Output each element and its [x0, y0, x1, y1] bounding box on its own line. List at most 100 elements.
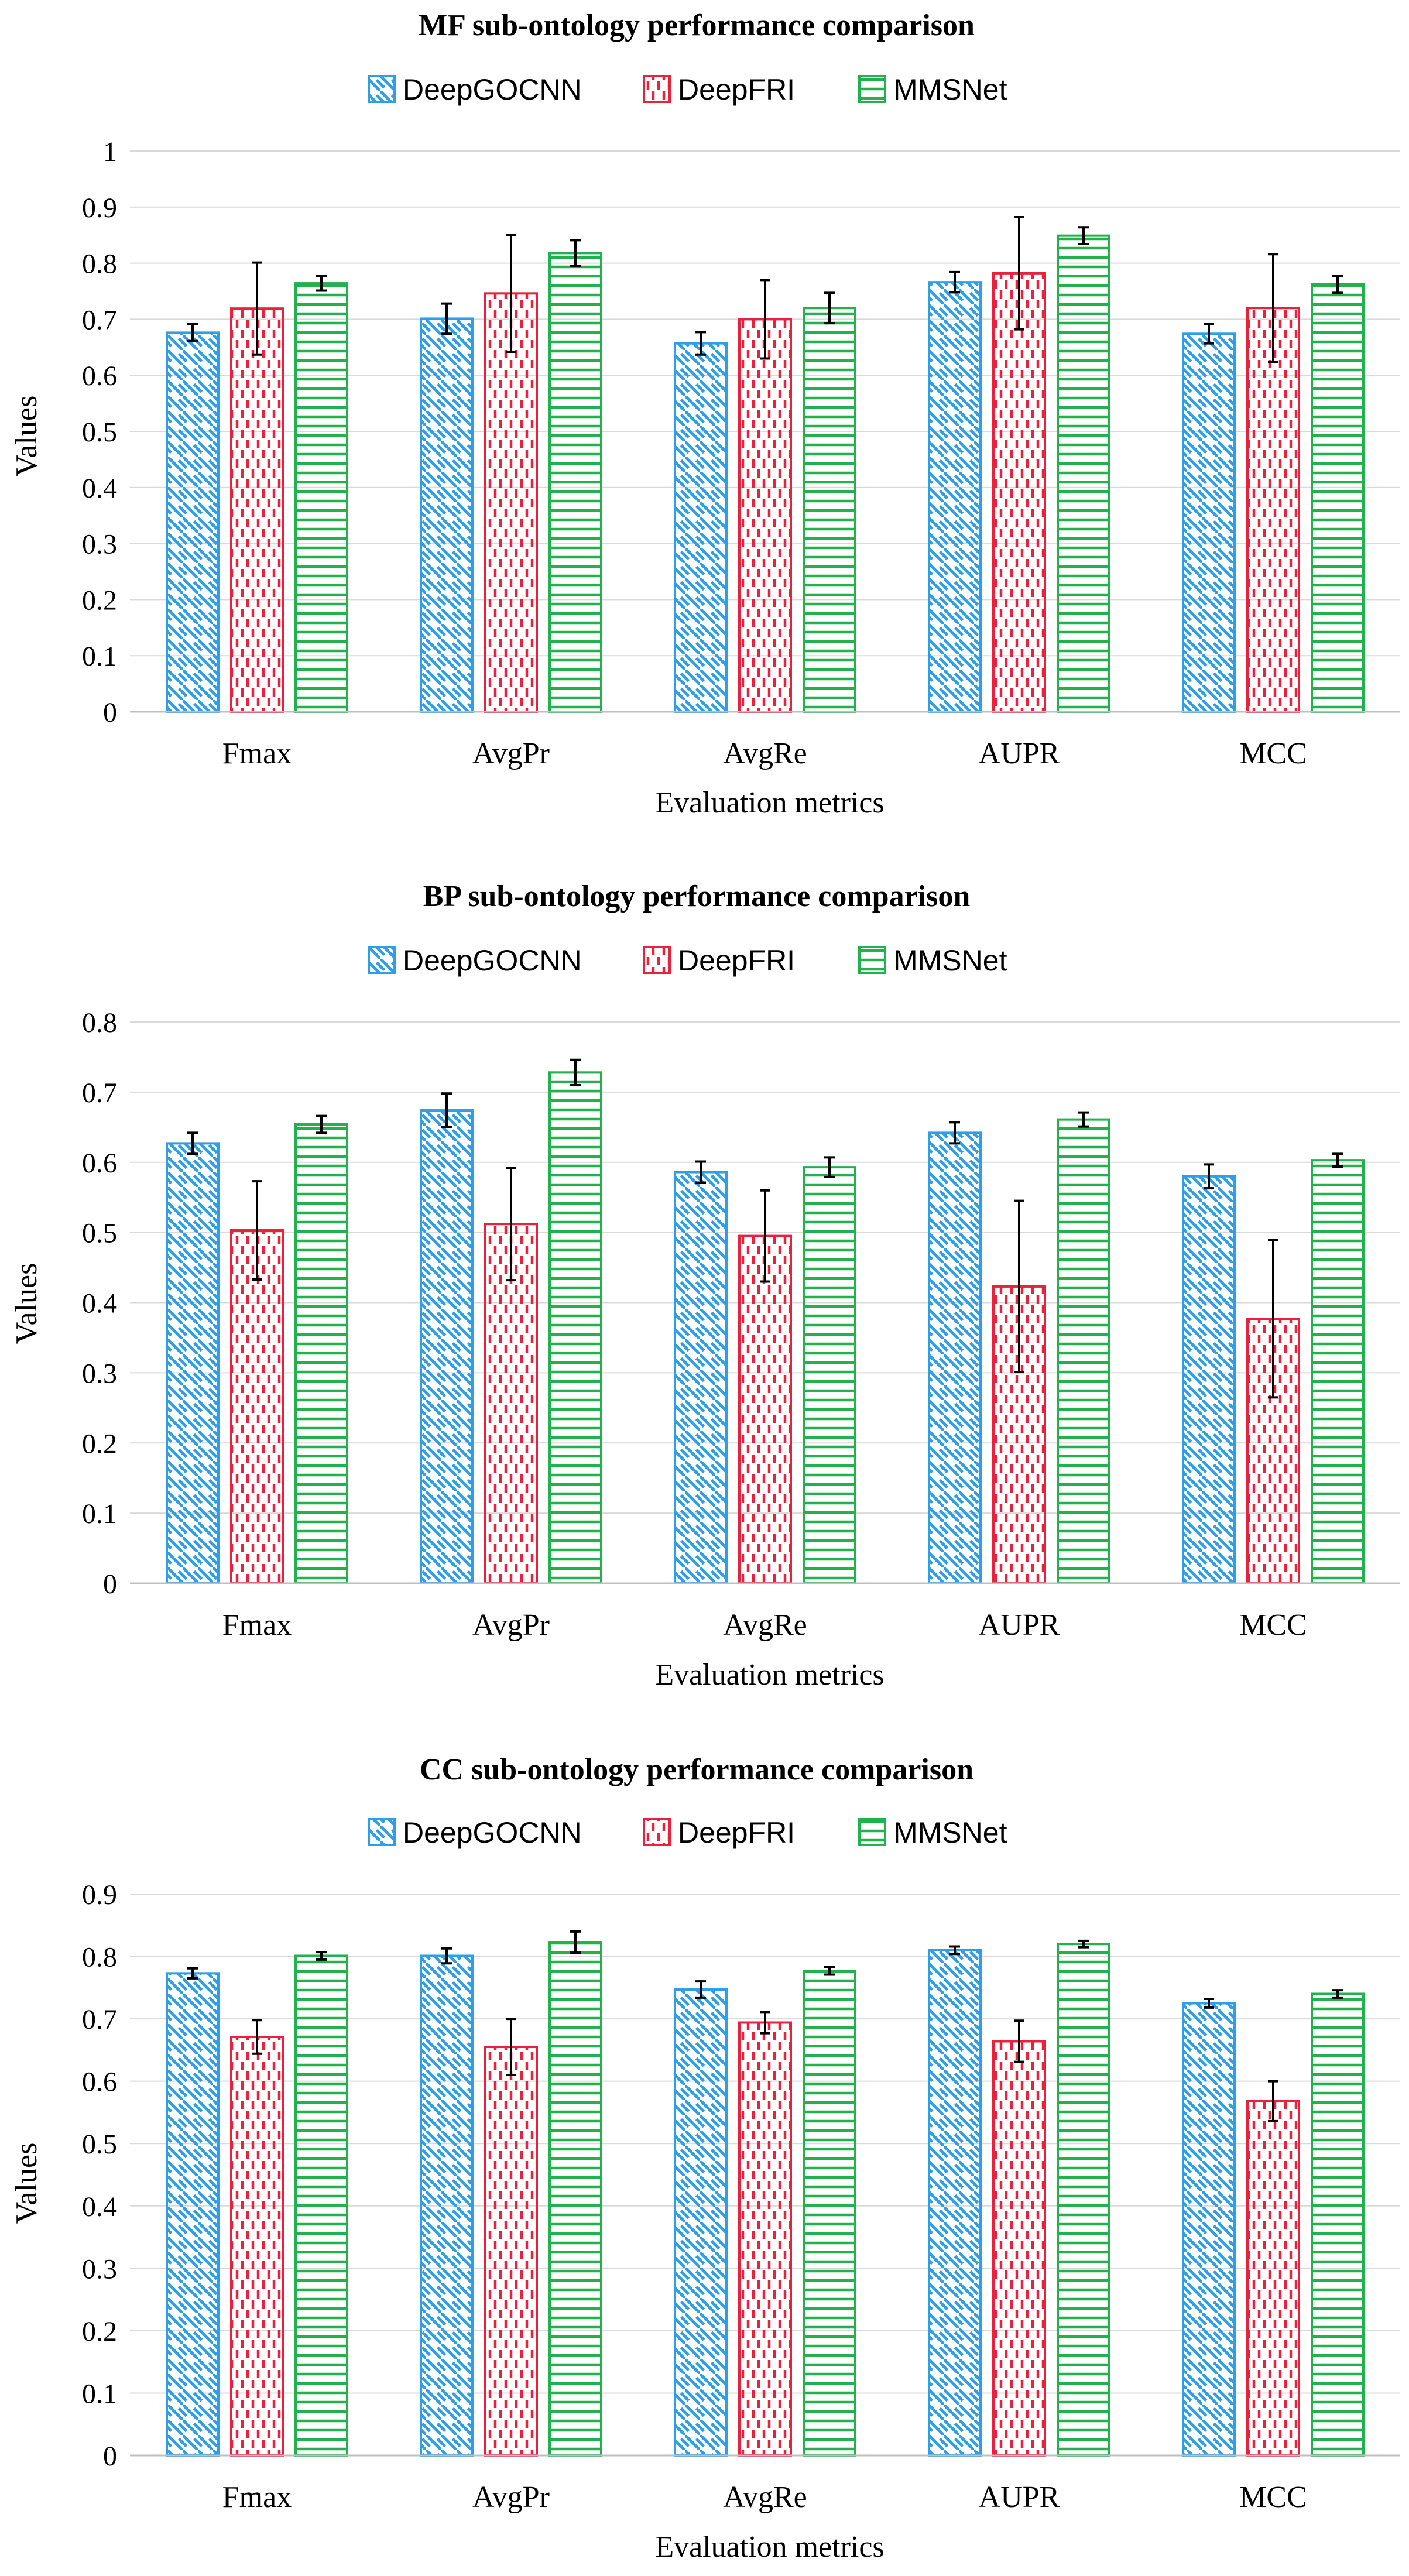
plot-area	[130, 150, 1400, 714]
legend-swatch-deepgocnn	[368, 946, 396, 974]
category-label: AvgPr	[472, 737, 550, 770]
bar-mmsnet	[294, 1954, 348, 2457]
legend-swatch-mmsnet	[858, 75, 886, 103]
legend-swatch-deepgocnn	[368, 75, 396, 103]
chart-title: CC sub-ontology performance comparison	[420, 1753, 973, 1786]
bar-mmsnet	[294, 1123, 348, 1584]
y-tick-label: 0.4	[82, 473, 117, 504]
y-axis-title: Values	[10, 1263, 43, 1344]
category-label: MCC	[1239, 2481, 1307, 2514]
error-bar	[824, 1156, 835, 1178]
bar-mmsnet	[1311, 1992, 1365, 2457]
bar-deepfri	[1246, 2100, 1300, 2457]
bar-deepfri	[738, 318, 792, 713]
category-labels: Fmax AvgPr AvgRe AUPR MCC	[222, 2481, 1307, 2514]
bar-deepgocnn	[674, 1171, 728, 1584]
error-bar	[252, 261, 262, 356]
bar-deepgocnn	[1182, 332, 1236, 713]
y-axis-ticks: 0 0.1 0.2 0.3 0.4 0.5 0.6 0.7 0.8 0.9	[82, 1879, 117, 2472]
error-bar	[441, 1947, 452, 1965]
error-bars	[187, 216, 1343, 363]
error-bar	[1268, 1239, 1278, 1399]
bar-deepfri	[738, 1234, 792, 1584]
y-tick-label: 0.4	[82, 2191, 117, 2222]
y-tick-label: 0.5	[82, 417, 117, 448]
error-bar	[695, 1160, 706, 1184]
error-bar	[187, 323, 198, 342]
plot-area	[130, 1021, 1400, 1585]
error-bar	[1332, 1989, 1343, 1999]
legend-label-mmsnet: MMSNet	[893, 1816, 1007, 1849]
error-bar	[1332, 275, 1343, 294]
y-tick-label: 0.7	[82, 304, 117, 335]
bar-deepgocnn	[420, 1954, 474, 2457]
y-tick-label: 0.7	[82, 2004, 117, 2035]
mf-chart-panel: MF sub-ontology performance comparison D…	[10, 9, 1400, 819]
y-tick-label: 0.8	[82, 1007, 117, 1038]
y-tick-label: 0.1	[82, 1498, 117, 1529]
error-bar	[441, 302, 452, 335]
error-bar	[1268, 2080, 1278, 2122]
chart-title: BP sub-ontology performance comparison	[423, 880, 971, 913]
legend-item: DeepGOCNN	[368, 944, 582, 977]
y-tick-label: 0	[103, 1569, 117, 1600]
bar-deepgocnn	[420, 317, 474, 713]
bar-mmsnet	[548, 1071, 602, 1585]
y-tick-label: 0.9	[82, 1879, 117, 1910]
y-tick-label: 0.4	[82, 1288, 117, 1319]
bar-mmsnet	[1057, 1943, 1110, 2457]
category-label: Fmax	[222, 737, 292, 770]
error-bars	[187, 1058, 1343, 1399]
y-tick-label: 0.3	[82, 529, 117, 560]
error-bar	[316, 1114, 327, 1134]
error-bar	[1078, 1111, 1089, 1128]
category-label: MCC	[1239, 1608, 1307, 1642]
y-axis-ticks: 0 0.1 0.2 0.3 0.4 0.5 0.6 0.7 0.8 0.9 1	[82, 136, 117, 728]
y-tick-label: 0.2	[82, 2316, 117, 2347]
bar-deepfri	[738, 2021, 792, 2457]
legend-label-deepgocnn: DeepGOCNN	[403, 944, 582, 977]
legend-label-deepfri: DeepFRI	[678, 944, 795, 977]
category-label: Fmax	[222, 2481, 292, 2514]
legend-item: MMSNet	[858, 73, 1007, 106]
error-bar	[824, 291, 835, 325]
y-tick-label: 0.3	[82, 2253, 117, 2285]
y-tick-label: 0.2	[82, 585, 117, 616]
y-tick-label: 0.6	[82, 1148, 117, 1179]
bar-mmsnet	[1057, 234, 1110, 713]
bar-deepfri	[992, 272, 1046, 713]
bar-deepfri	[230, 2036, 284, 2457]
y-axis-ticks: 0 0.1 0.2 0.3 0.4 0.5 0.6 0.7 0.8	[82, 1007, 117, 1600]
legend: DeepGOCNN DeepFRI MMSNet	[368, 73, 1007, 106]
category-label: Fmax	[222, 1608, 292, 1642]
error-bar	[252, 2019, 262, 2055]
error-bar	[1204, 1998, 1214, 2009]
error-bar	[949, 270, 960, 294]
legend-swatch-deepfri	[643, 946, 671, 974]
y-tick-label: 0.8	[82, 1942, 117, 1973]
legend-label-deepgocnn: DeepGOCNN	[403, 73, 582, 106]
x-axis-title: Evaluation metrics	[655, 2530, 884, 2564]
x-axis-title: Evaluation metrics	[655, 786, 884, 819]
legend-label-deepfri: DeepFRI	[678, 1816, 795, 1849]
category-label: AvgPr	[472, 1608, 550, 1642]
error-bar	[1078, 1939, 1089, 1949]
bar-deepgocnn	[674, 1988, 728, 2457]
category-label: AvgPr	[472, 2481, 550, 2514]
error-bar	[1014, 1199, 1024, 1374]
bar-mmsnet	[1311, 1159, 1365, 1585]
error-bar	[570, 239, 581, 267]
y-tick-label: 0	[103, 697, 117, 728]
y-tick-label: 0.1	[82, 2378, 117, 2409]
bar-deepgocnn	[928, 1131, 982, 1584]
bar-deepfri	[230, 1229, 284, 1585]
plot-area	[130, 1894, 1400, 2457]
legend-label-mmsnet: MMSNet	[893, 73, 1007, 106]
bar-deepgocnn	[420, 1109, 474, 1584]
error-bar	[316, 1951, 327, 1961]
error-bar	[506, 2018, 516, 2077]
y-tick-label: 0.3	[82, 1358, 117, 1389]
bar-deepgocnn	[166, 1142, 220, 1585]
legend-swatch-deepgocnn	[368, 1818, 396, 1846]
error-bar	[187, 1967, 198, 1980]
